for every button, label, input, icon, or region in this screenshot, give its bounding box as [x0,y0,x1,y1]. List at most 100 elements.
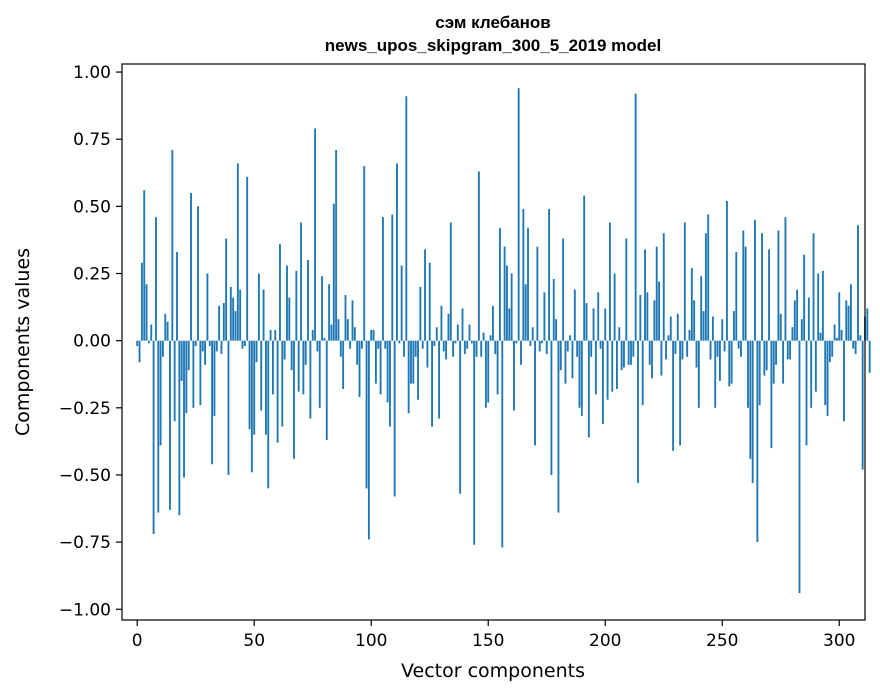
bar-series [136,88,871,594]
bar [452,340,455,357]
bar [564,340,567,384]
bar [267,340,270,489]
bar [594,340,597,395]
bar [166,321,169,341]
plot-frame [121,63,866,621]
bar [817,273,820,341]
bar [651,340,653,379]
bar [520,340,522,365]
bar [360,340,363,349]
bar [749,340,752,459]
bar [318,340,321,408]
bar [672,340,675,451]
bar [309,340,312,419]
bar [845,300,848,341]
bar [583,195,586,341]
bar [529,340,532,347]
bar [559,340,562,371]
bar [541,340,543,344]
bar [835,337,838,341]
bar [854,340,857,355]
bar [499,227,501,341]
bar [466,340,469,349]
bar [206,273,209,341]
bar [475,340,478,357]
bar [620,340,623,371]
bar [730,340,733,384]
bar [239,289,242,341]
bar [674,340,677,355]
bar [597,292,600,341]
bar [545,340,548,355]
bar [211,340,214,465]
bar [389,340,391,427]
bar [576,340,579,357]
bar [180,340,183,381]
bar [407,340,410,414]
bar [803,254,806,341]
bar [742,230,745,341]
bar [381,217,384,341]
bar [183,340,185,478]
bar [147,340,150,344]
bar [480,340,483,357]
bar [580,340,583,416]
bar [286,265,288,341]
bar [403,340,405,357]
bar [197,206,199,341]
y-tick-label: 1.00 [73,63,111,83]
bar [768,249,770,341]
bar [754,219,756,341]
bar [843,340,845,422]
bar [765,340,768,371]
bar [627,340,630,365]
bar [339,340,342,357]
bar [468,324,471,341]
bar [793,300,796,341]
bar [274,329,277,341]
bar [473,340,476,545]
bar [784,217,787,341]
bar [578,340,581,408]
bar [424,249,426,341]
bar [164,313,167,341]
bar [503,246,506,341]
bar [426,340,429,368]
bar [421,340,424,349]
bar [616,340,618,390]
bar [538,340,541,352]
bar [396,163,398,341]
bar [412,340,415,384]
bar [431,340,433,427]
y-tick-label: −0.75 [59,533,111,553]
bar [700,276,703,341]
bar [543,292,546,341]
bar [222,303,225,341]
bar [639,295,642,341]
bar [236,163,239,341]
bar [510,273,513,341]
bar [515,340,518,344]
bar [772,340,775,384]
bar [400,265,403,341]
bar [302,340,305,395]
y-tick-label: −0.50 [59,466,111,486]
bar [456,324,459,341]
bar [625,238,628,341]
bar [342,340,345,390]
bar [243,340,246,347]
bar [489,335,492,341]
bar [484,340,487,408]
bar [840,329,843,341]
bar [690,268,693,341]
bar [496,340,499,395]
bar [410,340,412,384]
bar [491,305,494,341]
y-tick-label: −0.25 [59,399,111,419]
bar [253,340,256,435]
bar [611,340,614,392]
bar [831,340,834,357]
x-tick-label: 50 [243,631,265,651]
bar [185,340,188,414]
bar [761,233,763,341]
